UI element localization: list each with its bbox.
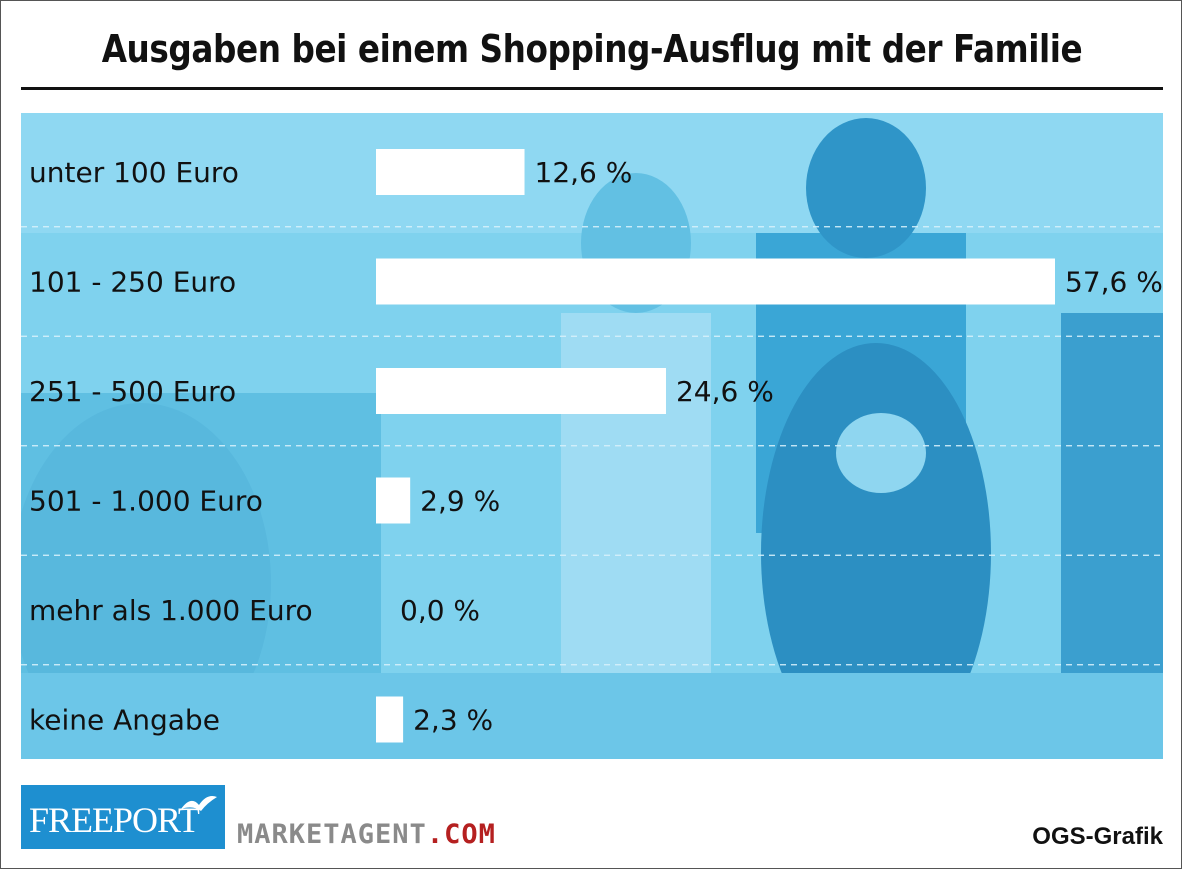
category-label: unter 100 Euro	[29, 156, 239, 189]
category-label: 101 - 250 Euro	[29, 266, 236, 299]
value-label: 2,9 %	[420, 485, 500, 518]
chart-title: Ausgaben bei einem Shopping-Ausflug mit …	[101, 27, 1083, 71]
bird-icon	[181, 796, 217, 811]
bar	[376, 258, 1055, 305]
value-label: 57,6 %	[1065, 266, 1163, 299]
freeport-logo: FREEPORT	[21, 785, 225, 849]
category-label: keine Angabe	[29, 704, 220, 737]
value-label: 24,6 %	[676, 375, 774, 408]
bar	[376, 477, 411, 524]
background-photo	[21, 113, 1163, 759]
bar	[376, 696, 404, 743]
chart-panel: unter 100 Euro 12,6 % 101 - 250 Euro 57,6 %…	[21, 113, 1163, 759]
freeport-logo-text: FREEPORT	[29, 800, 200, 840]
bar	[376, 368, 666, 414]
category-label: 501 - 1.000 Euro	[29, 485, 263, 518]
value-label: 12,6 %	[535, 156, 633, 189]
bar-chart: unter 100 Euro 12,6 % 101 - 250 Euro 57,6 %…	[21, 149, 1163, 743]
marketagent-logo-domain: .COM	[426, 819, 496, 850]
bar	[376, 149, 525, 195]
value-label: 2,3 %	[413, 704, 493, 737]
title-rule	[21, 87, 1163, 90]
category-label: mehr als 1.000 Euro	[29, 594, 313, 627]
credit-label: OGS-Grafik	[1032, 823, 1163, 850]
marketagent-logo: MARKETAGENT.COM	[237, 819, 496, 850]
marketagent-logo-main: MARKETAGENT	[237, 819, 427, 850]
value-label: 0,0 %	[400, 594, 480, 627]
category-label: 251 - 500 Euro	[29, 375, 236, 408]
